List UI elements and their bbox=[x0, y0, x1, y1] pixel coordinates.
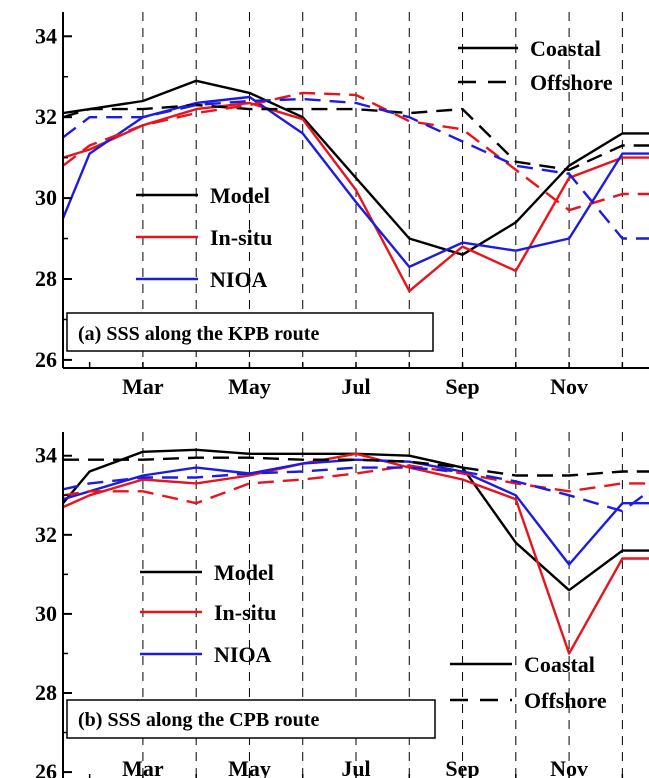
series-model-offshore bbox=[63, 103, 649, 172]
y-tick-label: 26 bbox=[35, 347, 57, 372]
series-in-situ-offshore bbox=[63, 91, 649, 212]
legend-label-nioa: NIOA bbox=[210, 267, 268, 292]
x-tick-label: Nov bbox=[550, 756, 588, 778]
x-tick-label: May bbox=[228, 374, 271, 399]
x-tick-label: Nov bbox=[550, 374, 588, 399]
chart-title: (a) SSS along the KPB route bbox=[78, 323, 319, 345]
chart-panel-a: 26 28 30 32 34 Mar May Jul Sep Nov (a) SSS along t… bbox=[35, 12, 649, 399]
chart-panel-b: 26 28 30 32 34 Mar May Jul Sep Nov (b) SSS along t… bbox=[35, 432, 649, 778]
legend-label-model: Model bbox=[210, 183, 270, 208]
y-tick-label: 28 bbox=[35, 680, 57, 705]
series-in-situ-offshore bbox=[63, 464, 649, 505]
legend-label-model: Model bbox=[214, 560, 274, 585]
y-tick-label: 28 bbox=[35, 266, 57, 291]
x-tick-label: Jul bbox=[341, 756, 370, 778]
y-tick-label: 34 bbox=[35, 23, 57, 48]
series-model-coastal bbox=[63, 79, 649, 256]
legend-label-offshore: Offshore bbox=[530, 70, 613, 95]
y-tick-label: 30 bbox=[35, 185, 57, 210]
y-tick-label: 34 bbox=[35, 443, 57, 468]
legend-label-coastal: Coastal bbox=[524, 652, 595, 677]
x-tick-label: May bbox=[228, 756, 271, 778]
y-tick-label: 30 bbox=[35, 601, 57, 626]
legend-label-nioa: NIOA bbox=[214, 642, 272, 667]
legend-label-in-situ: In-situ bbox=[214, 600, 276, 625]
x-tick-label: Mar bbox=[122, 756, 164, 778]
series-nioa-offshore bbox=[63, 466, 649, 513]
chart-title-box bbox=[66, 312, 434, 352]
series-model-offshore bbox=[63, 456, 649, 477]
x-tick-label: Mar bbox=[122, 374, 164, 399]
y-tick-label: 26 bbox=[35, 759, 57, 778]
x-tick-label: Jul bbox=[341, 374, 370, 399]
y-tick-label: 32 bbox=[35, 522, 57, 547]
chart-title-box bbox=[66, 699, 436, 739]
legend-label-coastal: Coastal bbox=[530, 36, 601, 61]
x-tick-label: Sep bbox=[445, 756, 479, 778]
legend-label-offshore: Offshore bbox=[524, 688, 607, 713]
series-nioa-coastal bbox=[63, 458, 649, 566]
series-nioa-offshore bbox=[63, 97, 649, 240]
legend-label-in-situ: In-situ bbox=[210, 225, 272, 250]
series-in-situ-coastal bbox=[63, 452, 649, 655]
x-tick-label: Sep bbox=[445, 374, 479, 399]
y-tick-label: 32 bbox=[35, 104, 57, 129]
chart-title: (b) SSS along the CPB route bbox=[78, 709, 319, 731]
